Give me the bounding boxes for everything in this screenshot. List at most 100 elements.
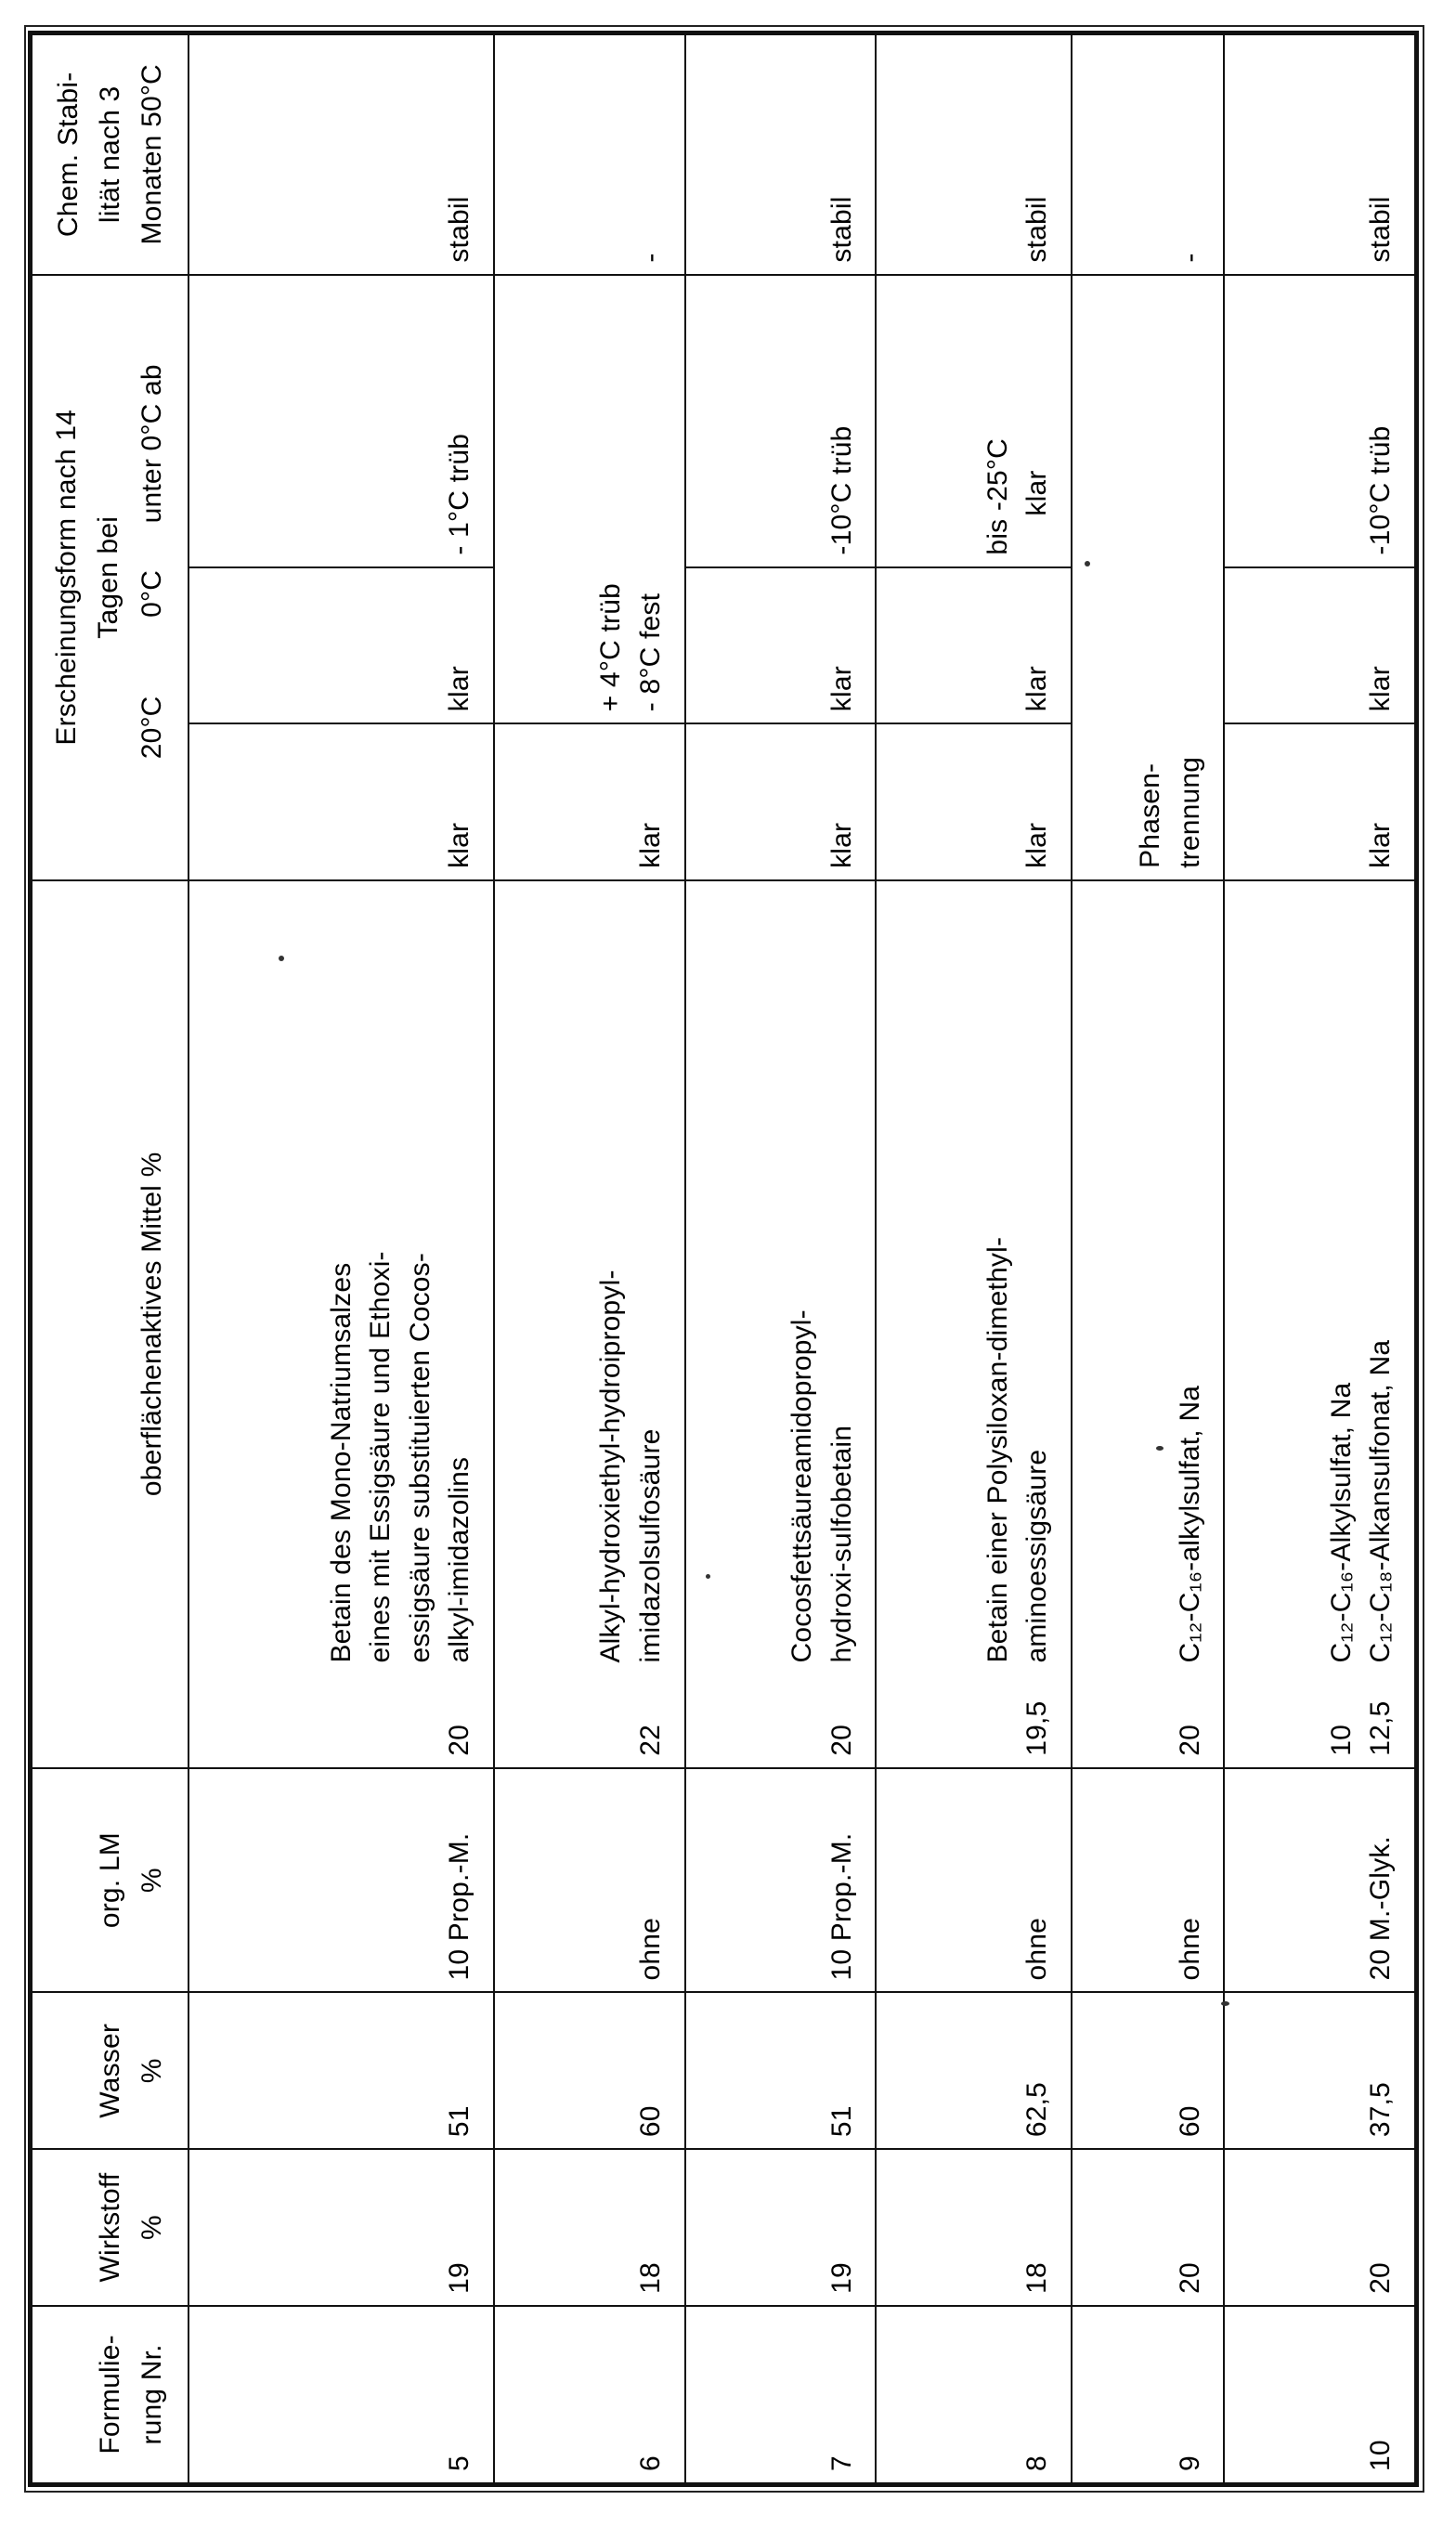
th-sub-20c: 20°C bbox=[131, 664, 173, 790]
cell-tensid-pct: 20 bbox=[188, 1674, 494, 1768]
cell-org-lm: ohne bbox=[876, 1768, 1072, 1993]
tensid-line: imidazolsulfosäure bbox=[631, 892, 671, 1663]
wirkstoff-value: 19 bbox=[813, 2150, 876, 2305]
erscheinung-unter0-line: - 1°C trüb bbox=[440, 287, 480, 555]
results-table-frame: Formulie- rung Nr. Wirkstoff % bbox=[28, 31, 1419, 2487]
erscheinung-unter0-line: -10°C trüb bbox=[823, 287, 863, 555]
wirkstoff-value: 18 bbox=[1008, 2150, 1071, 2305]
cell-wasser: 60 bbox=[494, 1993, 685, 2150]
cell-stabilitaet: - bbox=[1072, 34, 1224, 275]
tensid-line: alkyl-imidazolins bbox=[440, 892, 480, 1663]
cell-erscheinung-20c: klar bbox=[494, 723, 685, 880]
cell-wirkstoff: 18 bbox=[494, 2149, 685, 2306]
th-stabilitaet-line3: Monaten 50°C bbox=[131, 48, 173, 261]
cell-erscheinung-unter0: bis -25°C klar bbox=[876, 275, 1072, 567]
cell-wasser: 60 bbox=[1072, 1993, 1224, 2150]
cell-erscheinung-20c: klar bbox=[188, 723, 494, 880]
wirkstoff-value: 20 bbox=[1162, 2150, 1224, 2305]
cell-tensid-desc: Alkyl-hydroxiethyl-hydroipropyl- imidazo… bbox=[494, 880, 685, 1674]
formulierung-value: 10 bbox=[1352, 2307, 1414, 2482]
erscheinung-0c-value: klar bbox=[431, 568, 493, 723]
cell-wirkstoff: 19 bbox=[685, 2149, 877, 2306]
cell-erscheinung-0c: klar bbox=[188, 567, 494, 724]
tensid-pct-value: 19,5 bbox=[1008, 1674, 1071, 1767]
erscheinung-0c-value: klar bbox=[1352, 568, 1414, 723]
th-formulierung-line1: Formulie- bbox=[89, 2320, 131, 2469]
th-erscheinungsform-line2: Tagen bei bbox=[87, 289, 129, 866]
stabilitaet-value: - bbox=[1162, 35, 1224, 274]
tensid-line: hydroxi-sulfobetain bbox=[823, 892, 863, 1663]
cell-stabilitaet: stabil bbox=[685, 34, 877, 275]
table-header: Formulie- rung Nr. Wirkstoff % bbox=[32, 34, 188, 2483]
org-lm-value: ohne bbox=[1162, 1769, 1224, 1992]
cell-erscheinung-unter0: -10°C trüb bbox=[685, 275, 877, 567]
cell-tensid-desc: Betain einer Polysiloxan-dimethyl- amino… bbox=[876, 880, 1072, 1674]
cell-erscheinung-20c: klar bbox=[876, 723, 1072, 880]
cell-org-lm: 20 M.-Glyk. bbox=[1224, 1768, 1415, 1993]
cell-tensid-pct: 10 12,5 bbox=[1224, 1674, 1415, 1768]
cell-org-lm: 10 Prop.-M. bbox=[188, 1768, 494, 1993]
cell-erscheinung-0c: klar bbox=[685, 567, 877, 724]
cell-tensid-desc: Betain des Mono-Natriumsalzes eines mit … bbox=[188, 880, 494, 1674]
erscheinung-line: trennung bbox=[1171, 287, 1211, 868]
th-erscheinungsform: Erscheinungsform nach 14 Tagen bei 20°C0… bbox=[32, 275, 188, 880]
org-lm-value: ohne bbox=[622, 1769, 684, 1992]
cell-tensid-desc: C₁₂-C₁₆-alkylsulfat, Na bbox=[1072, 880, 1224, 1674]
th-sub-0c: 0°C bbox=[131, 523, 173, 664]
th-wirkstoff: Wirkstoff % bbox=[32, 2149, 188, 2306]
th-stabilitaet-line2: lität nach 3 bbox=[89, 48, 131, 261]
erscheinung-20c-value: klar bbox=[1352, 724, 1414, 879]
erscheinung-20c-value: klar bbox=[622, 724, 684, 879]
cell-tensid-pct: 20 bbox=[1072, 1674, 1224, 1768]
tensid-line: Cocosfettsäureamidopropyl- bbox=[783, 892, 823, 1663]
erscheinung-0c-value: klar bbox=[1008, 568, 1071, 723]
cell-erscheinung-20c: klar bbox=[1224, 723, 1415, 880]
tensid-line: essigsäure substituierten Cocos- bbox=[401, 892, 441, 1663]
th-wasser-line2: % bbox=[131, 2007, 173, 2136]
formulations-table: Formulie- rung Nr. Wirkstoff % bbox=[31, 33, 1416, 2484]
wasser-value: 37,5 bbox=[1352, 1994, 1414, 2149]
org-lm-value: 10 Prop.-M. bbox=[813, 1769, 876, 1992]
wasser-value: 62,5 bbox=[1008, 1994, 1071, 2149]
th-org-lm: org. LM % bbox=[32, 1768, 188, 1993]
th-wasser: Wasser % bbox=[32, 1993, 188, 2150]
table-row: 7 19 51 10 Prop.-M. 20 bbox=[685, 34, 877, 2483]
erscheinung-0c-line: + 4°C trüb bbox=[592, 287, 631, 712]
tensid-pct-line: 12,5 bbox=[1361, 1686, 1401, 1756]
cell-wirkstoff: 20 bbox=[1072, 2149, 1224, 2306]
cell-org-lm: ohne bbox=[494, 1768, 685, 1993]
th-wirkstoff-line1: Wirkstoff bbox=[89, 2163, 131, 2292]
formulierung-value: 8 bbox=[1008, 2307, 1071, 2482]
tensid-pct-value: 22 bbox=[622, 1674, 684, 1767]
table-row: 5 19 51 10 Prop.-M. 20 bbox=[188, 34, 494, 2483]
erscheinung-line: Phasen- bbox=[1131, 287, 1171, 868]
cell-tensid-desc: Cocosfettsäureamidopropyl- hydroxi-sulfo… bbox=[685, 880, 877, 1674]
tensid-pct-line: 10 bbox=[1322, 1686, 1362, 1756]
erscheinung-20c-value: klar bbox=[431, 724, 493, 879]
tensid-line: C₁₂-C₁₆-Alkylsulfat, Na bbox=[1322, 892, 1362, 1663]
th-sub-unter-0c: unter 0°C ab bbox=[131, 364, 173, 523]
erscheinung-20c-value: klar bbox=[813, 724, 876, 879]
erscheinung-20c-value: klar bbox=[1008, 724, 1071, 879]
formulierung-value: 6 bbox=[622, 2307, 684, 2482]
stabilitaet-value: stabil bbox=[431, 35, 493, 274]
tensid-line: Betain einer Polysiloxan-dimethyl- bbox=[979, 892, 1019, 1663]
wirkstoff-value: 18 bbox=[622, 2150, 684, 2305]
th-oberflaechenaktives-mittel: oberflächenaktives Mittel % bbox=[32, 880, 188, 1768]
cell-formulierung: 10 bbox=[1224, 2306, 1415, 2483]
cell-erscheinung-unter0: - 1°C trüb bbox=[188, 275, 494, 567]
stabilitaet-value: stabil bbox=[813, 35, 876, 274]
table-body: 5 19 51 10 Prop.-M. 20 bbox=[188, 34, 1415, 2483]
tensid-line: C₁₂-C₁₈-Alkansulfonat, Na bbox=[1361, 892, 1401, 1663]
cell-org-lm: ohne bbox=[1072, 1768, 1224, 1993]
th-erscheinungsform-line1: Erscheinungsform nach 14 bbox=[46, 289, 87, 866]
th-chem-stabilitaet: Chem. Stabi- lität nach 3 Monaten 50°C bbox=[32, 34, 188, 275]
stabilitaet-value: stabil bbox=[1352, 35, 1414, 274]
org-lm-value: ohne bbox=[1008, 1769, 1071, 1992]
wasser-value: 60 bbox=[622, 1994, 684, 2149]
cell-wasser: 51 bbox=[188, 1993, 494, 2150]
cell-erscheinung-0c: klar bbox=[1224, 567, 1415, 724]
cell-org-lm: 10 Prop.-M. bbox=[685, 1768, 877, 1993]
org-lm-value: 20 M.-Glyk. bbox=[1352, 1769, 1414, 1992]
cell-erscheinung-0c: klar bbox=[876, 567, 1072, 724]
